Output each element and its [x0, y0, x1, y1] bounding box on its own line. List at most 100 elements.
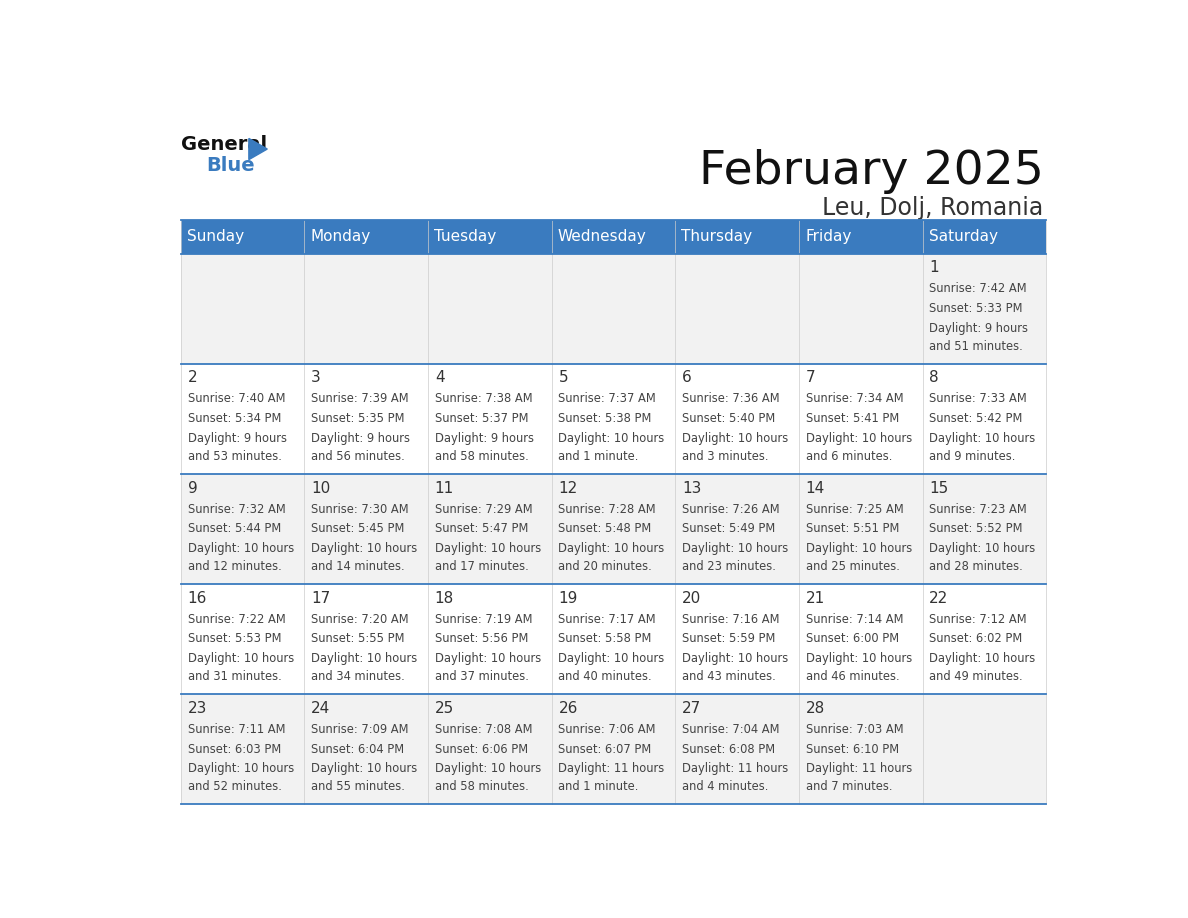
Text: Sunset: 6:00 PM: Sunset: 6:00 PM — [805, 633, 899, 645]
Text: and 28 minutes.: and 28 minutes. — [929, 560, 1023, 573]
FancyBboxPatch shape — [675, 694, 798, 804]
Text: Sunset: 5:59 PM: Sunset: 5:59 PM — [682, 633, 776, 645]
Text: 12: 12 — [558, 480, 577, 496]
Text: Daylight: 9 hours: Daylight: 9 hours — [188, 432, 286, 445]
Text: Daylight: 9 hours: Daylight: 9 hours — [311, 432, 410, 445]
FancyBboxPatch shape — [923, 474, 1047, 584]
Text: 15: 15 — [929, 480, 948, 496]
Text: and 31 minutes.: and 31 minutes. — [188, 670, 282, 683]
Text: and 20 minutes.: and 20 minutes. — [558, 560, 652, 573]
Text: 11: 11 — [435, 480, 454, 496]
FancyBboxPatch shape — [675, 253, 798, 364]
Text: Sunrise: 7:26 AM: Sunrise: 7:26 AM — [682, 502, 779, 516]
Text: 21: 21 — [805, 590, 824, 606]
Text: Daylight: 10 hours: Daylight: 10 hours — [311, 653, 417, 666]
Text: Sunrise: 7:03 AM: Sunrise: 7:03 AM — [805, 722, 903, 736]
Text: Daylight: 10 hours: Daylight: 10 hours — [929, 653, 1036, 666]
Text: Daylight: 10 hours: Daylight: 10 hours — [805, 432, 912, 445]
FancyBboxPatch shape — [181, 584, 304, 694]
Text: and 6 minutes.: and 6 minutes. — [805, 450, 892, 463]
Text: and 25 minutes.: and 25 minutes. — [805, 560, 899, 573]
Text: Daylight: 10 hours: Daylight: 10 hours — [435, 653, 541, 666]
Text: 10: 10 — [311, 480, 330, 496]
Text: and 17 minutes.: and 17 minutes. — [435, 560, 529, 573]
Text: Sunset: 5:42 PM: Sunset: 5:42 PM — [929, 412, 1023, 425]
Text: Daylight: 10 hours: Daylight: 10 hours — [188, 543, 293, 555]
Text: Sunset: 5:55 PM: Sunset: 5:55 PM — [311, 633, 405, 645]
FancyBboxPatch shape — [181, 364, 304, 474]
Text: 27: 27 — [682, 700, 701, 716]
Text: Blue: Blue — [207, 156, 255, 175]
Text: and 23 minutes.: and 23 minutes. — [682, 560, 776, 573]
Text: 25: 25 — [435, 700, 454, 716]
Text: 23: 23 — [188, 700, 207, 716]
FancyBboxPatch shape — [428, 364, 551, 474]
Text: Sunrise: 7:25 AM: Sunrise: 7:25 AM — [805, 502, 903, 516]
Text: Sunday: Sunday — [187, 230, 244, 244]
Text: 20: 20 — [682, 590, 701, 606]
Text: 16: 16 — [188, 590, 207, 606]
Text: 19: 19 — [558, 590, 577, 606]
Text: Sunset: 6:06 PM: Sunset: 6:06 PM — [435, 743, 527, 756]
FancyBboxPatch shape — [428, 584, 551, 694]
Text: 4: 4 — [435, 370, 444, 386]
Text: Sunrise: 7:34 AM: Sunrise: 7:34 AM — [805, 392, 903, 406]
Text: Sunset: 5:33 PM: Sunset: 5:33 PM — [929, 302, 1023, 315]
Text: Saturday: Saturday — [929, 230, 998, 244]
Text: and 1 minute.: and 1 minute. — [558, 780, 639, 793]
Text: Sunrise: 7:16 AM: Sunrise: 7:16 AM — [682, 612, 779, 626]
Text: Sunrise: 7:08 AM: Sunrise: 7:08 AM — [435, 722, 532, 736]
Text: Sunset: 5:37 PM: Sunset: 5:37 PM — [435, 412, 529, 425]
Text: Daylight: 11 hours: Daylight: 11 hours — [805, 763, 912, 776]
Text: Tuesday: Tuesday — [434, 230, 497, 244]
Text: Daylight: 10 hours: Daylight: 10 hours — [188, 763, 293, 776]
FancyBboxPatch shape — [798, 474, 923, 584]
Text: Sunrise: 7:06 AM: Sunrise: 7:06 AM — [558, 722, 656, 736]
Text: Daylight: 10 hours: Daylight: 10 hours — [558, 432, 664, 445]
FancyBboxPatch shape — [923, 219, 1047, 253]
Text: Daylight: 10 hours: Daylight: 10 hours — [558, 653, 664, 666]
Text: Sunrise: 7:11 AM: Sunrise: 7:11 AM — [188, 722, 285, 736]
FancyBboxPatch shape — [181, 694, 304, 804]
Text: Sunrise: 7:19 AM: Sunrise: 7:19 AM — [435, 612, 532, 626]
FancyBboxPatch shape — [428, 474, 551, 584]
FancyBboxPatch shape — [304, 474, 428, 584]
Text: Sunset: 5:40 PM: Sunset: 5:40 PM — [682, 412, 776, 425]
Text: Daylight: 11 hours: Daylight: 11 hours — [558, 763, 664, 776]
Text: and 7 minutes.: and 7 minutes. — [805, 780, 892, 793]
Text: and 12 minutes.: and 12 minutes. — [188, 560, 282, 573]
FancyBboxPatch shape — [923, 364, 1047, 474]
Text: and 55 minutes.: and 55 minutes. — [311, 780, 405, 793]
Text: 26: 26 — [558, 700, 577, 716]
Text: Sunrise: 7:38 AM: Sunrise: 7:38 AM — [435, 392, 532, 406]
Text: Wednesday: Wednesday — [558, 230, 646, 244]
Text: Daylight: 10 hours: Daylight: 10 hours — [188, 653, 293, 666]
Text: Sunset: 5:49 PM: Sunset: 5:49 PM — [682, 522, 776, 535]
Text: Daylight: 10 hours: Daylight: 10 hours — [435, 543, 541, 555]
Text: Sunset: 6:02 PM: Sunset: 6:02 PM — [929, 633, 1023, 645]
Text: Sunset: 6:07 PM: Sunset: 6:07 PM — [558, 743, 652, 756]
Text: and 1 minute.: and 1 minute. — [558, 450, 639, 463]
Text: Sunrise: 7:22 AM: Sunrise: 7:22 AM — [188, 612, 285, 626]
FancyBboxPatch shape — [181, 474, 304, 584]
Text: 6: 6 — [682, 370, 691, 386]
Text: Sunrise: 7:12 AM: Sunrise: 7:12 AM — [929, 612, 1026, 626]
Text: Sunrise: 7:04 AM: Sunrise: 7:04 AM — [682, 722, 779, 736]
Text: Daylight: 10 hours: Daylight: 10 hours — [435, 763, 541, 776]
Text: Sunrise: 7:30 AM: Sunrise: 7:30 AM — [311, 502, 409, 516]
FancyBboxPatch shape — [675, 364, 798, 474]
Text: Daylight: 10 hours: Daylight: 10 hours — [558, 543, 664, 555]
Polygon shape — [248, 139, 267, 160]
Text: Monday: Monday — [310, 230, 371, 244]
Text: and 34 minutes.: and 34 minutes. — [311, 670, 405, 683]
Text: 13: 13 — [682, 480, 701, 496]
FancyBboxPatch shape — [181, 253, 304, 364]
Text: 28: 28 — [805, 700, 824, 716]
Text: Daylight: 10 hours: Daylight: 10 hours — [311, 763, 417, 776]
Text: 14: 14 — [805, 480, 824, 496]
Text: and 52 minutes.: and 52 minutes. — [188, 780, 282, 793]
Text: Sunset: 5:44 PM: Sunset: 5:44 PM — [188, 522, 280, 535]
Text: Sunrise: 7:32 AM: Sunrise: 7:32 AM — [188, 502, 285, 516]
FancyBboxPatch shape — [304, 694, 428, 804]
Text: Sunset: 6:10 PM: Sunset: 6:10 PM — [805, 743, 899, 756]
